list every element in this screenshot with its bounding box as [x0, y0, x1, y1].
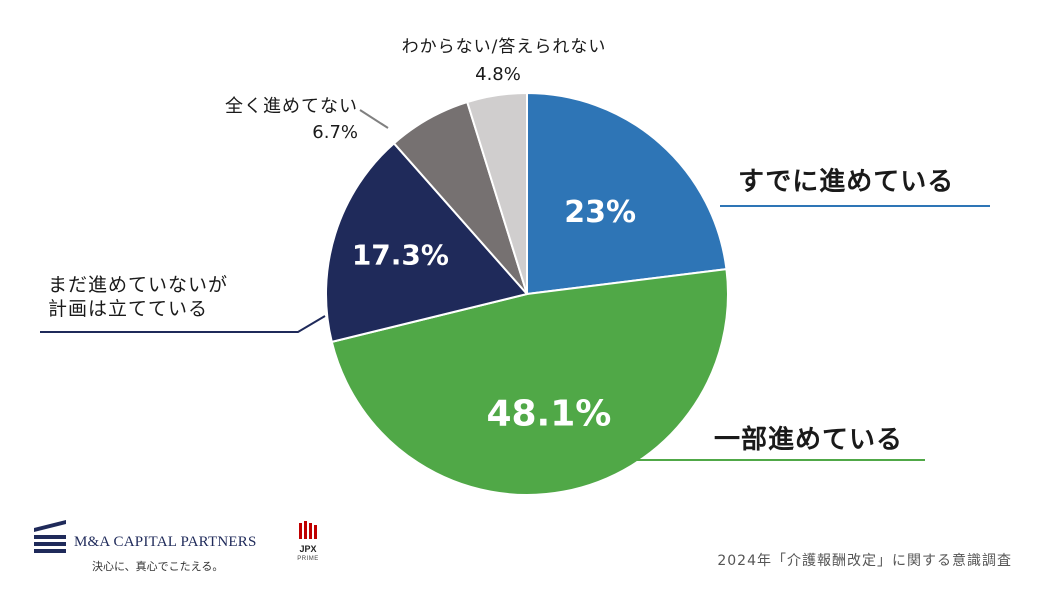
brand-tagline: 決心に、真心でこたえる。 — [92, 561, 224, 573]
pie-slice — [330, 267, 729, 496]
jpx-prime-logo: JPX PRIME — [288, 520, 328, 572]
slice-value-label: 17.3% — [352, 238, 449, 271]
pie-slice — [526, 91, 728, 296]
slice-value-label: 6.7% — [312, 122, 358, 143]
jpx-mark — [299, 521, 317, 539]
pie-slice — [465, 91, 528, 295]
survey-title: 2024年「介護報酬改定」に関する意識調査 — [717, 553, 1012, 569]
slice-category-label: すでに進めている — [738, 167, 954, 197]
slice-category-label: わからない/答えられない — [402, 37, 607, 57]
brand-name: M&A CAPITAL PARTNERS — [74, 534, 257, 550]
slice-value-label: 23% — [564, 195, 636, 230]
leader-line — [40, 315, 326, 333]
slice-category-label: 一部進めている — [714, 425, 903, 455]
company-logo: M&A CAPITAL PARTNERS 決心に、真心でこたえる。 — [32, 518, 272, 578]
jpx-name: JPX — [299, 544, 317, 554]
slice-category-label: まだ進めていないが — [48, 274, 228, 296]
slice-category-label: 全く進めてない — [225, 96, 358, 117]
pie-slice — [325, 141, 529, 344]
company-logo-mark — [34, 520, 66, 553]
slice-value-label: 48.1% — [486, 394, 611, 435]
jpx-sub: PRIME — [297, 556, 319, 562]
slice-value-label: 4.8% — [475, 64, 521, 85]
slice-category-label: 計画は立てている — [48, 298, 208, 320]
leader-line — [359, 109, 389, 129]
